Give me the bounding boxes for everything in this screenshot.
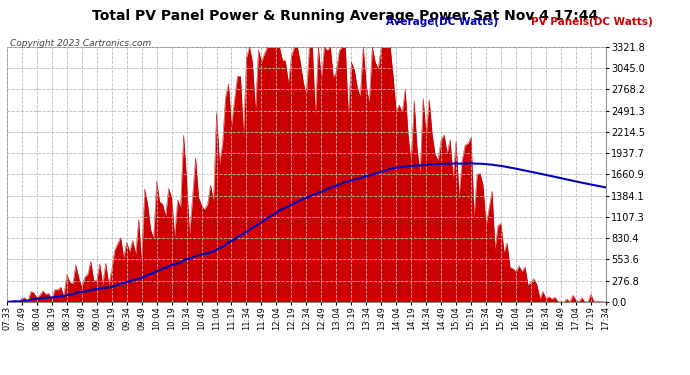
Text: PV Panels(DC Watts): PV Panels(DC Watts) <box>531 17 653 27</box>
Text: Copyright 2023 Cartronics.com: Copyright 2023 Cartronics.com <box>10 39 152 48</box>
Text: Average(DC Watts): Average(DC Watts) <box>386 17 498 27</box>
Text: Total PV Panel Power & Running Average Power Sat Nov 4 17:44: Total PV Panel Power & Running Average P… <box>92 9 598 23</box>
